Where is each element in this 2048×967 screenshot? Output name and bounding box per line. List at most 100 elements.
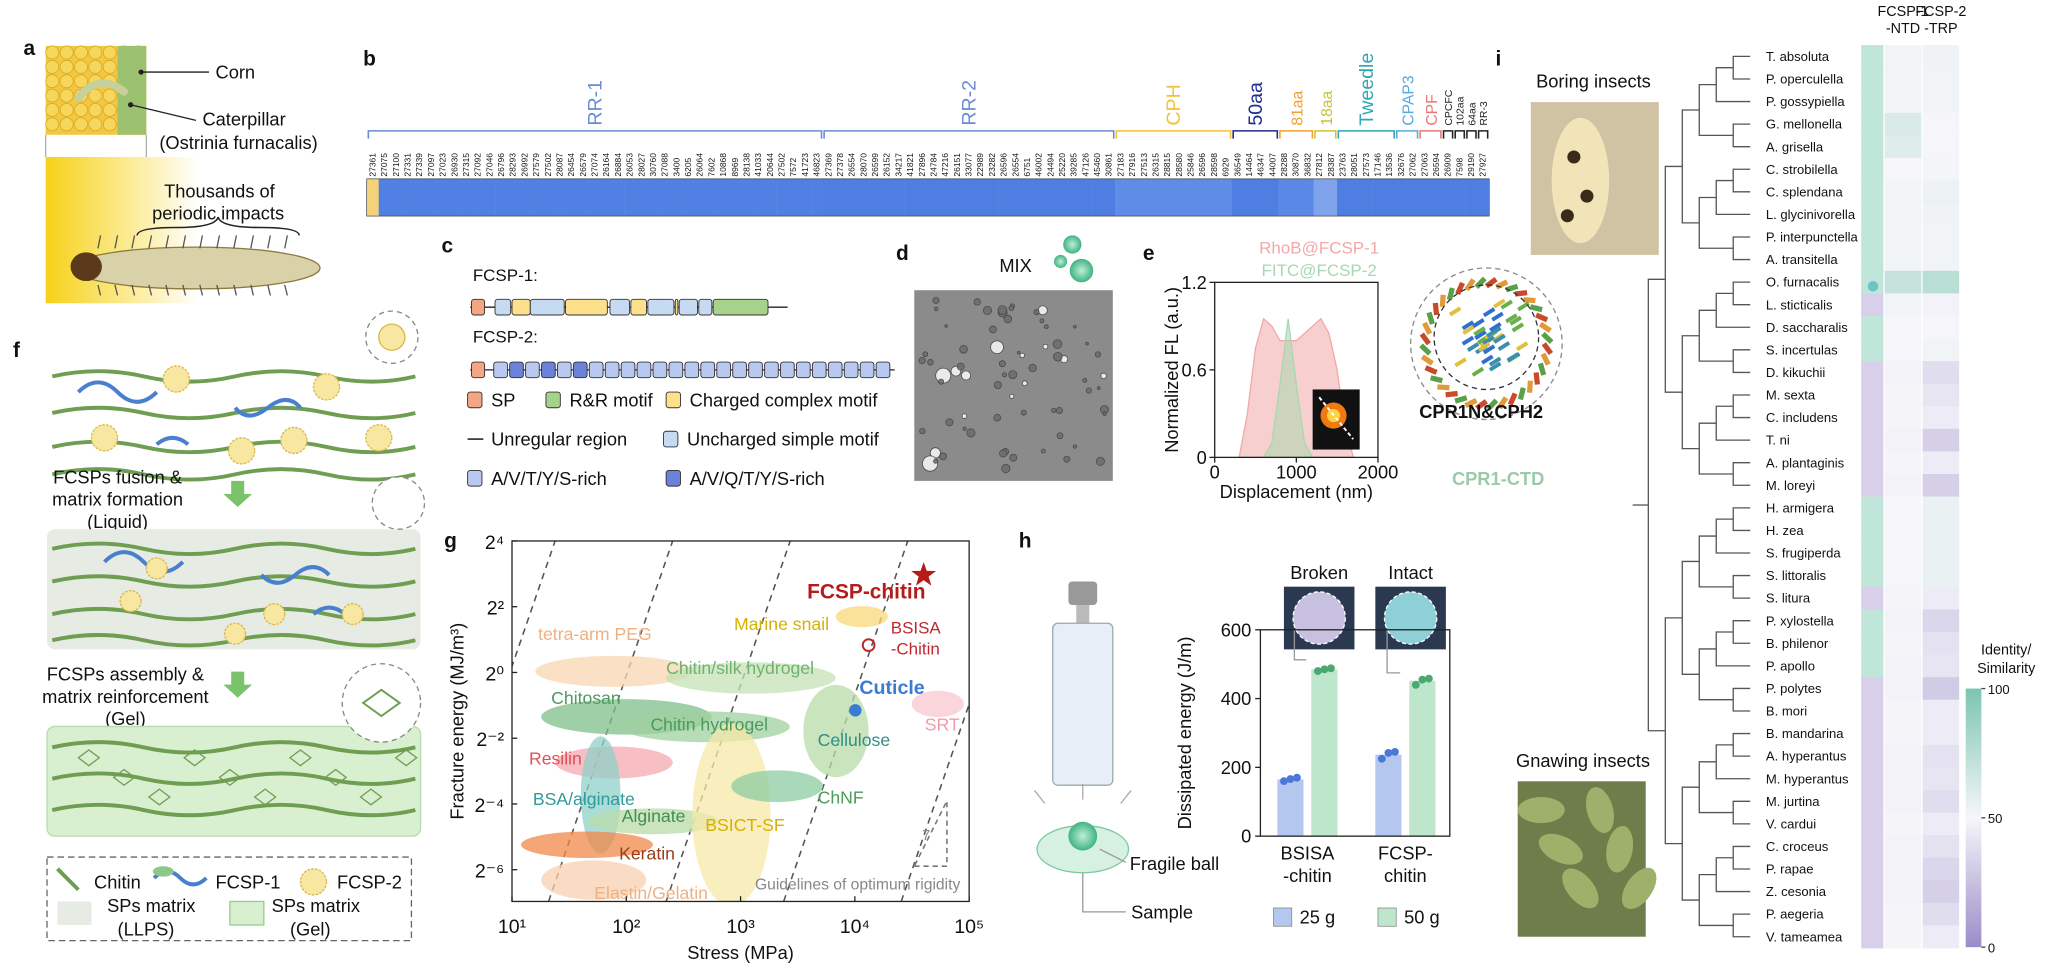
label: Broken bbox=[1290, 562, 1348, 583]
heat-cell bbox=[1884, 744, 1922, 768]
segment-bracket bbox=[1466, 130, 1477, 139]
gel-motif bbox=[112, 768, 136, 787]
bar bbox=[1277, 779, 1304, 837]
droplet bbox=[1096, 386, 1101, 390]
sequence-id: 14464 bbox=[1244, 153, 1254, 177]
sequence-id: 27092 bbox=[473, 153, 483, 177]
y-tick-label: 2² bbox=[487, 598, 505, 620]
highlight-dot bbox=[1867, 281, 1879, 292]
bore-hole bbox=[1560, 209, 1574, 223]
helix bbox=[1439, 294, 1446, 307]
sequence-id: 26064 bbox=[695, 153, 705, 177]
heat-cell bbox=[1430, 179, 1443, 216]
droplet bbox=[1021, 380, 1028, 387]
point-label: Cuticle bbox=[859, 677, 924, 699]
heat-cell bbox=[1922, 248, 1960, 272]
corn-kernel bbox=[74, 59, 88, 74]
droplet bbox=[1055, 406, 1063, 414]
material-label: Marine snail bbox=[734, 614, 829, 634]
sequence-id: 27023 bbox=[438, 153, 448, 177]
ball-pointer bbox=[1082, 848, 1127, 913]
domain bbox=[674, 298, 679, 316]
sequence-id: 33077 bbox=[964, 153, 974, 177]
heat-cell bbox=[1922, 541, 1960, 565]
y-tick-label: 200 bbox=[1221, 757, 1251, 778]
heat-cell bbox=[1884, 564, 1922, 588]
sequence-id: 41723 bbox=[800, 153, 810, 177]
heat-cell bbox=[1126, 179, 1139, 216]
tree-branch bbox=[1681, 335, 1700, 450]
species-label: P. operculella bbox=[1766, 72, 1844, 87]
heat-cell bbox=[1884, 812, 1922, 836]
droplet bbox=[922, 351, 929, 358]
clade-band bbox=[1861, 744, 1884, 768]
species-label: M. hyperantus bbox=[1766, 771, 1849, 786]
colorbar-tick-label: 0 bbox=[1988, 940, 1995, 955]
heat-cell bbox=[1290, 179, 1303, 216]
sequence-id: 47126 bbox=[1080, 153, 1090, 177]
segment-name: CPCFC bbox=[1444, 89, 1455, 125]
droplet bbox=[1072, 444, 1078, 449]
leaf bbox=[1538, 833, 1583, 865]
micrograph bbox=[914, 290, 1113, 481]
heat-cell bbox=[1138, 179, 1151, 216]
species-label: C. includens bbox=[1766, 410, 1838, 425]
sequence-id: 23763 bbox=[1338, 153, 1348, 177]
label: FCSPs fusion & bbox=[53, 467, 182, 488]
sequence-id: 24494 bbox=[1045, 153, 1055, 177]
heat-cell bbox=[1922, 902, 1960, 926]
segment-bracket bbox=[1477, 130, 1489, 139]
corn-kernel bbox=[88, 45, 103, 60]
helix bbox=[1541, 331, 1554, 345]
heat-cell bbox=[1922, 361, 1960, 385]
legend-swatch bbox=[665, 469, 681, 487]
species-label: P. rapae bbox=[1766, 862, 1814, 877]
clade-band bbox=[1861, 67, 1884, 91]
sequence-id: 28815 bbox=[1162, 153, 1172, 177]
helix bbox=[1538, 321, 1552, 333]
sequence-id: 46823 bbox=[812, 153, 822, 177]
clade-band bbox=[1861, 857, 1884, 881]
droplet bbox=[997, 305, 1008, 316]
domain bbox=[636, 361, 652, 379]
chitin-fiber bbox=[51, 405, 416, 421]
arrow bbox=[223, 480, 253, 508]
heat-cell bbox=[1922, 45, 1960, 69]
heat-cell bbox=[1884, 67, 1922, 91]
sequence-id: 27927 bbox=[1478, 153, 1488, 177]
legend-gel bbox=[229, 900, 265, 926]
droplet bbox=[989, 325, 997, 334]
heat-cell bbox=[776, 179, 789, 216]
droplet bbox=[1008, 370, 1018, 380]
tree-branch bbox=[1732, 394, 1751, 419]
heat-cell bbox=[1922, 270, 1960, 294]
tree-branch bbox=[1732, 507, 1751, 532]
species-label: P. aegeria bbox=[1766, 907, 1825, 922]
bore-hole bbox=[1567, 150, 1581, 164]
spike bbox=[131, 235, 136, 296]
sequence-id: 27075 bbox=[379, 153, 389, 177]
replicate-point bbox=[1286, 775, 1295, 783]
heat-cell bbox=[1922, 699, 1960, 723]
label: Boring insects bbox=[1536, 71, 1651, 92]
species-label: B. mori bbox=[1766, 704, 1807, 719]
chitin-fiber bbox=[51, 740, 416, 755]
strand bbox=[1477, 341, 1491, 352]
segment-bracket bbox=[1115, 130, 1232, 139]
heat-cell bbox=[1103, 179, 1116, 216]
corn-kernel bbox=[45, 88, 60, 103]
tree-branch bbox=[1732, 281, 1751, 306]
strand bbox=[1517, 301, 1530, 312]
y-tick-label: 2⁴ bbox=[485, 532, 504, 554]
heat-cell bbox=[1884, 361, 1922, 385]
sequence-id: 6205 bbox=[683, 157, 693, 176]
tree-branch bbox=[1732, 620, 1751, 644]
sequence-id: 25846 bbox=[1186, 153, 1196, 177]
heat-cell bbox=[1442, 179, 1455, 216]
droplet bbox=[939, 452, 947, 461]
pointer bbox=[130, 71, 209, 122]
domain bbox=[827, 361, 843, 379]
tree-branch bbox=[1681, 109, 1700, 224]
strand bbox=[1486, 327, 1499, 338]
segment-name: 50aa bbox=[1245, 82, 1267, 126]
